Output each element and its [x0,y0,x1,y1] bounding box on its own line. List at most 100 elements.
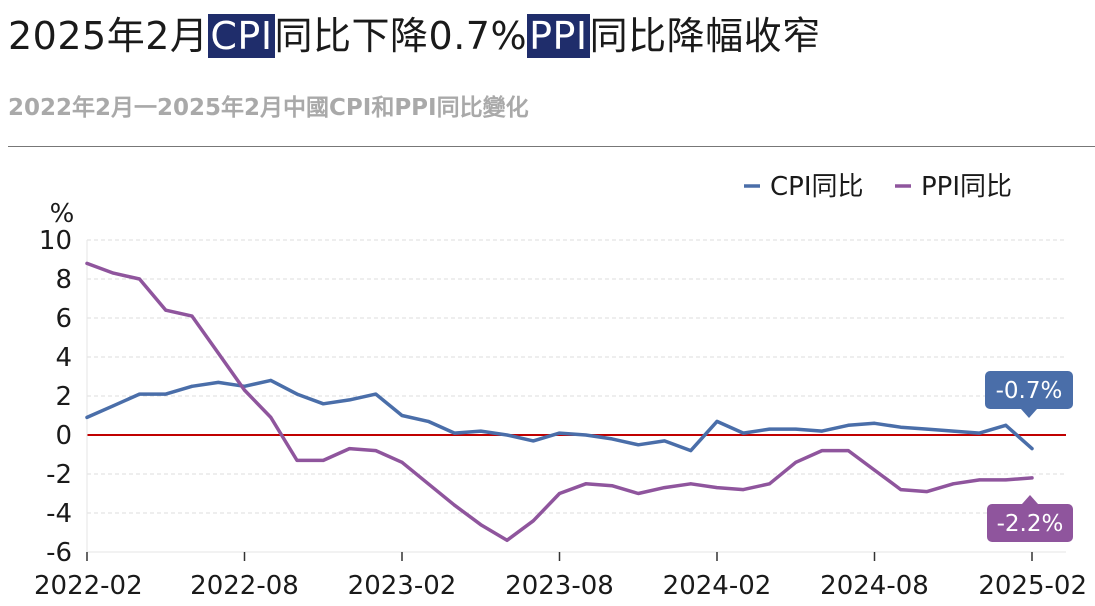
cpi-point [925,427,929,431]
ppi-point [584,482,588,486]
cpi-point [794,427,798,431]
cpi-point [610,437,614,441]
ppi-point [531,519,535,523]
x-tick-label: 2024-08 [820,571,929,601]
cpi-point [190,384,194,388]
cpi-point [741,431,745,435]
x-tick-label: 2023-08 [505,571,614,601]
cpi-point [269,378,273,382]
ppi-point [479,523,483,527]
cpi-point [426,419,430,423]
y-tick-label: 10 [39,226,72,256]
ppi-point [899,488,903,492]
ppi-point [846,449,850,453]
ppi-point [873,468,876,472]
ppi-end-label: -2.2% [987,495,1073,542]
ppi-point [85,261,89,265]
ppi-point [321,458,325,462]
y-tick-label: -4 [46,499,72,529]
ppi-point [348,447,351,451]
cpi-point [400,414,404,417]
legend-label-ppi: PPI同比 [921,172,1012,202]
cpi-point [531,439,535,443]
cpi-point [636,443,640,447]
cpi-point [164,392,168,396]
cpi-point [453,431,456,435]
ppi-point [1030,476,1034,480]
cpi-point [85,415,89,419]
axes: 10 8 6 4 2 0 -2 -4 -6% 2022-02 2022-08 2023-02 2023-… [34,199,1087,601]
cpi-point [663,439,666,443]
ppi-point [505,538,509,542]
y-tick-label: 0 [55,421,72,451]
x-tick-label: 2024-02 [663,571,772,601]
cpi-point [138,392,141,396]
ppi-point [978,478,981,482]
cpi-point [873,421,876,425]
y-tick-label: -6 [46,538,72,568]
title-part-5: 同比降幅收窄 [589,14,821,58]
cpi-point [899,425,903,429]
chart-title: 2025年2月CPI同比下降0.7%PPI同比降幅收窄 [8,8,821,64]
ppi-point [190,314,194,318]
cpi-point [951,429,955,433]
cpi-end-label-pointer [1021,409,1037,418]
cpi-point [584,433,588,437]
title-part-1: 2025年2月 [8,14,209,58]
ppi-line [85,261,1034,543]
ppi-point [715,486,719,490]
cpi-point [505,433,509,437]
y-tick-label: -2 [46,460,72,490]
ppi-point [269,415,273,419]
line-chart: 10 8 6 4 2 0 -2 -4 -6% 2022-02 2022-08 2023-02 2023-… [34,172,1087,601]
y-tick-label: 6 [55,304,72,334]
ppi-end-label-text: -2.2% [997,511,1064,537]
title-part-3: 同比下降0.7% [274,14,528,58]
ppi-end-label-pointer [1022,495,1038,504]
cpi-point [1004,423,1008,427]
y-tick-label: 2 [55,382,72,412]
cpi-point [479,429,483,433]
cpi-line [85,378,1034,453]
cpi-point [715,419,719,423]
end-labels: -0.7% -2.2% [985,371,1073,542]
ppi-point [400,460,404,464]
y-tick-label: 8 [55,265,72,295]
ppi-point [1004,478,1008,482]
ppi-point [636,492,640,495]
ppi-point [426,482,430,486]
x-tick-label: 2022-02 [34,571,143,601]
ppi-point [794,460,798,464]
ppi-point [216,351,220,355]
cpi-end-label-text: -0.7% [996,378,1063,404]
cpi-point [978,431,981,435]
ppi-point [741,488,745,492]
cpi-point [348,398,351,402]
cpi-point [768,427,771,431]
y-unit-label: % [50,199,75,229]
series-lines [85,261,1034,543]
ppi-point [663,486,666,490]
ppi-end-label-box [987,504,1073,542]
ppi-point [111,271,115,275]
cpi-point [321,402,325,406]
cpi-point [689,449,693,453]
cpi-end-label: -0.7% [985,371,1073,418]
legend-label-cpi: CPI同比 [770,172,864,202]
x-tick-label: 2023-02 [348,571,457,601]
ppi-point [243,388,246,392]
ppi-point [951,482,955,486]
chart-subtitle: 2022年2月一2025年2月中國CPI和PPI同比變化 [8,95,529,121]
cpi-point [820,429,824,433]
title-highlight-cpi: CPI [208,14,275,58]
title-highlight-ppi: PPI [527,14,590,58]
y-tick-label: 4 [55,343,72,373]
cpi-end-label-box [985,371,1073,409]
ppi-point [925,490,929,494]
x-tick-label: 2025-02 [978,571,1087,601]
cpi-point [295,392,299,396]
ppi-point [558,492,561,495]
ppi-point [295,458,299,462]
ppi-point [164,308,168,312]
ppi-point [374,449,378,453]
